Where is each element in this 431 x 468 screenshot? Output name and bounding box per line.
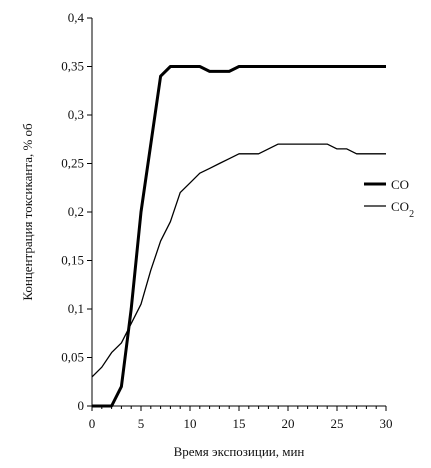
y-axis-title: Концентрация токсиканта, % об (20, 123, 35, 301)
x-tick-label: 0 (89, 416, 96, 431)
y-axis-ticks: 0 0,05 0,1 0,15 0,2 0,25 0,3 0,35 0,4 (61, 10, 92, 413)
legend-co-label: CO (391, 177, 409, 192)
x-tick-label: 30 (380, 416, 393, 431)
y-tick-label: 0,05 (61, 350, 84, 365)
x-tick-label: 25 (331, 416, 344, 431)
y-tick-label: 0,4 (68, 10, 85, 25)
y-tick-label: 0,2 (68, 204, 84, 219)
y-tick-label: 0,3 (68, 107, 84, 122)
x-tick-label: 5 (138, 416, 145, 431)
x-tick-label: 15 (233, 416, 246, 431)
series-line-co (92, 65, 386, 408)
x-axis-ticks: 0 5 10 15 20 25 30 (89, 406, 393, 431)
y-tick-label: 0,15 (61, 253, 84, 268)
y-tick-label: 0,35 (61, 59, 84, 74)
x-axis-title: Время экспозиции, мин (174, 444, 305, 459)
series-line-co2 (91, 143, 386, 378)
x-tick-label: 10 (184, 416, 197, 431)
y-tick-label: 0 (78, 398, 85, 413)
series-layer (91, 65, 386, 408)
legend: CO CO2 (364, 177, 414, 220)
x-tick-label: 20 (282, 416, 295, 431)
y-tick-label: 0,25 (61, 156, 84, 171)
y-tick-label: 0,1 (68, 301, 84, 316)
legend-co2-label: CO2 (391, 199, 414, 220)
plot-area (91, 18, 386, 407)
